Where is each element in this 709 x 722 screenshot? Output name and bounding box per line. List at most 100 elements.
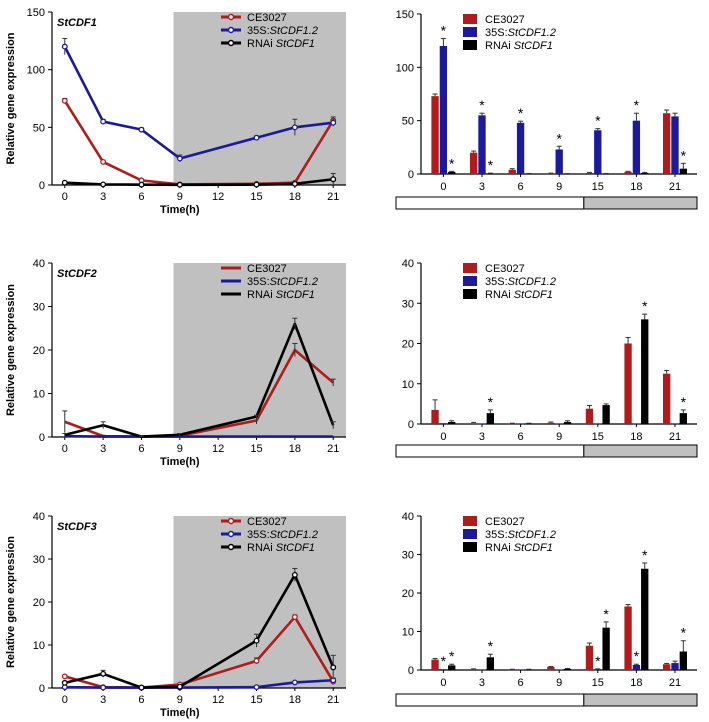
bar-rnai [448, 665, 456, 670]
legend-item-rnai: RNAi StCDF1 [463, 40, 553, 52]
bar-ce [508, 169, 516, 174]
data-point-oe [61, 43, 68, 50]
y-tick-label: 30 [402, 550, 414, 562]
legend-text-part: 35S: [485, 529, 508, 541]
significance-star: * [479, 97, 485, 113]
data-point-oe [100, 118, 107, 125]
bar-rnai [641, 172, 649, 174]
legend-text-part: CE3027 [247, 516, 287, 528]
line-chart-StCDF2: 0 10 20 30 40 0 3 6 9 12 15 18 21 Relative gene expre… [5, 258, 346, 468]
bar-rnai [602, 173, 610, 175]
x-tick-label: 15 [592, 677, 604, 689]
data-point-ce [100, 158, 107, 165]
significance-star: * [441, 653, 447, 669]
night-period-bar [583, 444, 698, 458]
legend-text-part: CE3027 [485, 516, 525, 528]
legend-text-part: 35S: [247, 25, 270, 37]
data-point-oe [291, 124, 298, 131]
bar-ce [508, 423, 516, 425]
bar-ce [662, 113, 671, 174]
legend-label-ce: CE3027 [485, 516, 525, 528]
y-tick-label: 30 [402, 298, 414, 310]
x-tick-label: 0 [440, 677, 446, 689]
legend-text-part: StCDF1 [514, 542, 553, 554]
legend-item-oe: 35S:StCDF1.2 [463, 27, 556, 39]
bar-oe [555, 669, 563, 671]
night-shading [173, 516, 346, 688]
bar-rnai [602, 627, 610, 670]
y-tick-label: 30 [33, 554, 45, 566]
bar-oe [632, 120, 641, 174]
legend-text-part: StCDF1 [514, 40, 553, 52]
bar-rnai [563, 668, 572, 670]
data-point-oe [138, 126, 145, 133]
bar-ce [469, 152, 478, 174]
legend-label-rnai: RNAi StCDF1 [485, 289, 553, 301]
legend-item-oe: 35S:StCDF1.2 [221, 529, 318, 541]
legend-item-rnai: RNAi StCDF1 [221, 289, 315, 301]
bar-rnai [525, 173, 533, 175]
x-tick-label: 3 [479, 677, 485, 689]
y-tick-label: 100 [396, 62, 414, 74]
legend-text-part: RNAi [247, 38, 276, 50]
x-tick-label: 0 [62, 191, 68, 203]
legend-text-part: StCDF1.2 [270, 25, 318, 37]
bar-oe [632, 423, 641, 425]
legend-item-ce: CE3027 [463, 263, 525, 275]
bar-rnai [641, 319, 649, 424]
legend-label-rnai: RNAi StCDF1 [247, 38, 315, 50]
bar-ce [662, 664, 671, 670]
bar-ce [585, 172, 594, 174]
data-point-rnai [100, 181, 107, 188]
legend-item-oe: 35S:StCDF1.2 [463, 276, 556, 288]
bar-ce [547, 422, 555, 424]
y-tick-label: 10 [402, 379, 414, 391]
legend-label-oe: 35S:StCDF1.2 [247, 529, 318, 541]
bar-ce [431, 659, 439, 670]
bar-ce [469, 669, 478, 670]
significance-star: * [634, 97, 640, 113]
legend-text-part: StCDF1 [276, 289, 315, 301]
legend-item-rnai: RNAi StCDF1 [463, 542, 553, 554]
legend-label-oe: 35S:StCDF1.2 [485, 276, 556, 288]
bar-oe [478, 115, 486, 174]
night-shading [173, 12, 346, 185]
x-tick-label: 3 [100, 694, 106, 706]
y-tick-label: 10 [402, 627, 414, 639]
legend-label-ce: CE3027 [485, 14, 525, 26]
legend-text-part: 35S: [247, 529, 270, 541]
significance-star: * [449, 155, 455, 171]
significance-star: * [642, 547, 648, 563]
significance-star: * [642, 298, 648, 314]
legend-text-part: 35S: [485, 27, 508, 39]
significance-star: * [518, 105, 524, 121]
bar-rnai [486, 413, 494, 424]
legend-text-part: StCDF1 [514, 289, 553, 301]
bar-rnai [679, 413, 687, 424]
bar-rnai [525, 423, 533, 425]
y-tick-label: 30 [33, 302, 45, 314]
y-tick-label: 10 [33, 389, 45, 401]
legend-text-part: StCDF1.2 [508, 27, 556, 39]
y-tick-label: 40 [33, 511, 45, 523]
legend-swatch-ce [463, 14, 477, 24]
bar-rnai [563, 421, 572, 424]
legend-swatch-rnai [463, 289, 477, 299]
data-point-ce [61, 97, 68, 104]
legend-label-oe: 35S:StCDF1.2 [485, 529, 556, 541]
legend-item-ce: CE3027 [463, 14, 525, 26]
x-tick-label: 21 [327, 443, 339, 455]
x-tick-label: 15 [250, 443, 262, 455]
legend-text-part: CE3027 [247, 12, 287, 24]
legend-item-oe: 35S:StCDF1.2 [221, 276, 318, 288]
legend-item-ce: CE3027 [221, 263, 287, 275]
legend-swatch-rnai [463, 542, 477, 552]
bar-rnai [486, 657, 494, 670]
data-point-rnai [330, 664, 337, 671]
x-tick-label: 18 [289, 443, 301, 455]
bar-rnai [679, 651, 687, 670]
data-point-rnai [291, 180, 298, 187]
bar-oe [478, 669, 486, 671]
data-point-rnai [138, 181, 145, 188]
legend-text-part: StCDF1.2 [270, 276, 318, 288]
